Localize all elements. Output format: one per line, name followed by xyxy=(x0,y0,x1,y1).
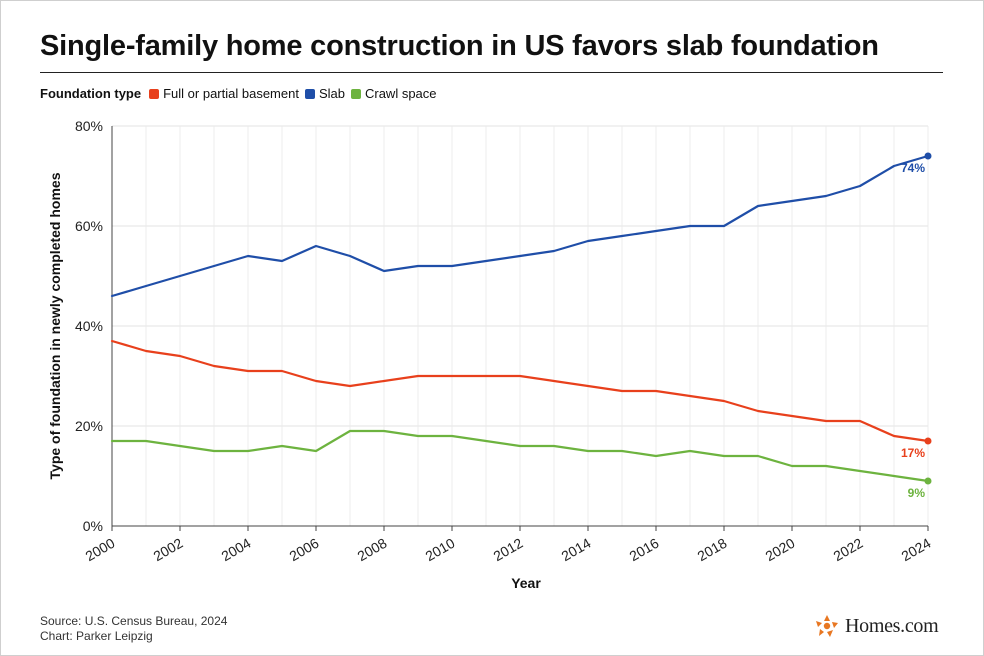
series-line-slab xyxy=(110,154,930,298)
series-end-label-full-or-partial-basement: 17% xyxy=(901,446,925,460)
legend-swatch-basement xyxy=(149,88,160,99)
legend-label-basement: Full or partial basement xyxy=(163,86,299,101)
x-tick-label: 2006 xyxy=(287,535,322,565)
y-tick-label: 20% xyxy=(75,418,103,434)
y-tick-label: 60% xyxy=(75,218,103,234)
y-axis-title: Type of foundation in newly completed ho… xyxy=(47,172,63,479)
x-tick-label: 2004 xyxy=(219,535,254,565)
footer: Source: U.S. Census Bureau, 2024 Chart: … xyxy=(40,614,227,644)
brand-logo: Homes.com xyxy=(815,614,939,638)
legend: Foundation type Full or partial basement… xyxy=(40,86,443,101)
y-tick-label: 40% xyxy=(75,318,103,334)
legend-swatch-crawl xyxy=(350,88,361,99)
legend-label-crawl: Crawl space xyxy=(364,86,437,101)
series-end-label-slab: 74% xyxy=(901,161,925,175)
x-tick-label: 2000 xyxy=(83,535,118,565)
x-tick-label: 2014 xyxy=(559,535,594,565)
x-tick-label: 2008 xyxy=(355,535,390,565)
legend-swatch-slab xyxy=(304,88,315,99)
credit-note: Chart: Parker Leipzig xyxy=(40,629,153,643)
series-end-point-slab xyxy=(924,152,932,160)
x-tick-label: 2012 xyxy=(491,535,526,565)
y-tick-label: 80% xyxy=(75,118,103,134)
x-tick-label: 2010 xyxy=(423,535,458,565)
x-tick-label: 2024 xyxy=(899,535,934,565)
title-divider xyxy=(40,72,943,73)
legend-item-basement: Full or partial basement xyxy=(149,86,299,101)
chart-title: Single-family home construction in US fa… xyxy=(40,30,879,62)
line-chart: 0% 20% 40% 60% 80% 2000 2002 2004 2006 2008 2010 20… xyxy=(47,118,934,591)
x-tick-label: 2022 xyxy=(831,535,866,565)
x-tick-label: 2016 xyxy=(627,535,662,565)
x-axis-title: Year xyxy=(511,575,541,591)
homes-logo-icon xyxy=(816,615,838,637)
series-line-full-or-partial-basement xyxy=(110,339,930,443)
brand-name: Homes.com xyxy=(845,614,939,637)
series-end-label-crawl-space: 9% xyxy=(908,486,926,500)
source-note: Source: U.S. Census Bureau, 2024 xyxy=(40,614,228,628)
series-end-point-crawl-space xyxy=(924,477,932,485)
x-tick-label: 2018 xyxy=(695,535,730,565)
series-end-point-full-or-partial-basement xyxy=(924,437,932,445)
x-tick-label: 2020 xyxy=(763,535,798,565)
legend-label-slab: Slab xyxy=(318,86,345,101)
legend-item-slab: Slab xyxy=(304,86,345,101)
legend-title: Foundation type xyxy=(40,86,142,101)
legend-item-crawl: Crawl space xyxy=(350,86,437,101)
x-tick-label: 2002 xyxy=(151,535,186,565)
y-tick-label: 0% xyxy=(83,518,103,534)
series-line-crawl-space xyxy=(110,429,930,483)
